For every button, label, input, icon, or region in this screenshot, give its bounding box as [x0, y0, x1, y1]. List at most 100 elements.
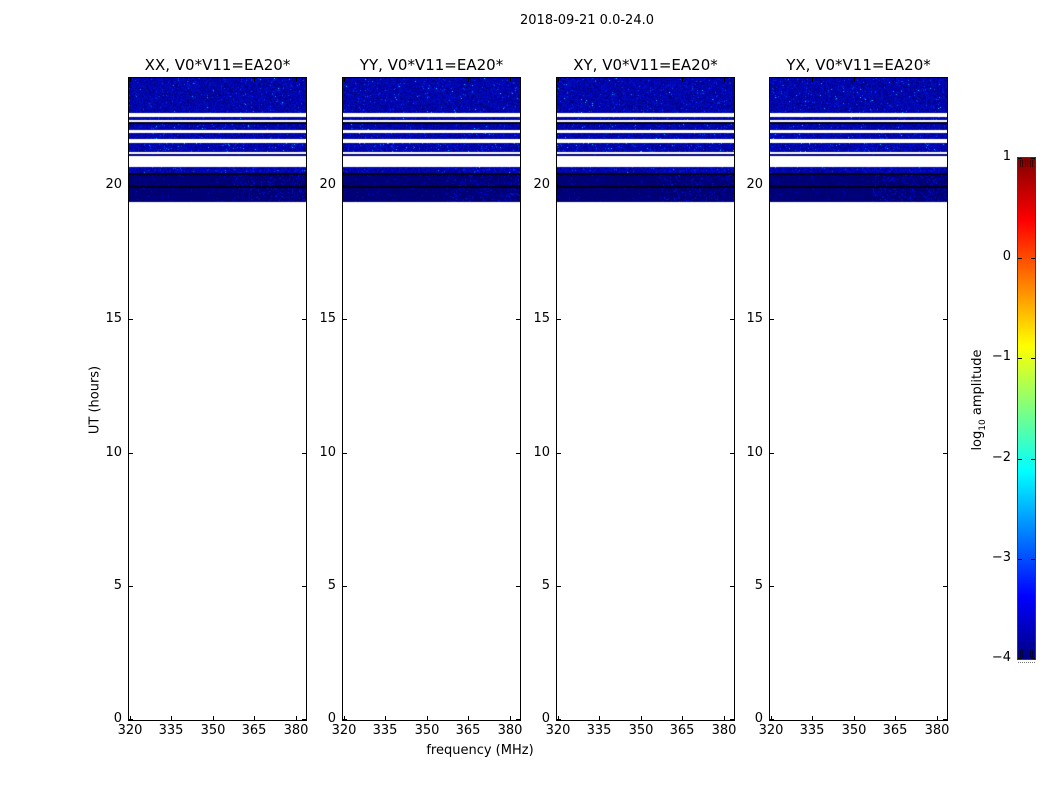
x-tick-mark: [599, 78, 600, 82]
y-tick-label: 15: [729, 311, 763, 327]
y-tick-mark: [943, 319, 947, 320]
colorbar-tick-mark: [1031, 559, 1035, 560]
y-tick-mark: [343, 185, 347, 186]
x-tick-mark: [724, 78, 725, 82]
y-tick-mark: [129, 719, 133, 720]
x-tick-label: 350: [629, 723, 654, 739]
colorbar-hatch-mark: [1030, 650, 1031, 657]
y-tick-label: 10: [302, 445, 336, 461]
colorbar-hatch-mark: [1032, 650, 1033, 657]
y-tick-label: 0: [516, 711, 550, 727]
colorbar-hatch-mark: [1025, 160, 1026, 167]
x-tick-mark: [510, 78, 511, 82]
x-tick-mark: [937, 716, 938, 720]
x-axis-label: frequency (MHz): [426, 743, 533, 758]
y-tick-mark: [557, 185, 561, 186]
colorbar-tick-label: 1: [981, 149, 1011, 165]
colorbar-tick-label: −4: [981, 650, 1011, 666]
spectrogram-canvas: [770, 78, 947, 720]
colorbar-hatch-mark: [1025, 650, 1026, 657]
x-tick-mark: [641, 716, 642, 720]
colorbar-tick-mark: [1031, 459, 1035, 460]
x-tick-mark: [682, 78, 683, 82]
figure-title: 2018-09-21 0.0-24.0: [520, 13, 654, 28]
x-tick-mark: [385, 716, 386, 720]
y-tick-mark: [557, 319, 561, 320]
y-tick-label: 10: [516, 445, 550, 461]
y-tick-label: 5: [729, 578, 763, 594]
x-tick-mark: [296, 78, 297, 82]
x-tick-label: 365: [456, 723, 481, 739]
y-tick-mark: [943, 185, 947, 186]
x-tick-label: 335: [159, 723, 184, 739]
x-tick-mark: [812, 716, 813, 720]
x-tick-label: 350: [842, 723, 867, 739]
y-tick-label: 5: [302, 578, 336, 594]
colorbar-hatch-mark: [1027, 160, 1028, 167]
y-tick-mark: [557, 453, 561, 454]
y-tick-mark: [770, 586, 774, 587]
y-tick-label: 10: [729, 445, 763, 461]
colorbar-tick-mark: [1018, 258, 1022, 259]
x-tick-label: 365: [242, 723, 267, 739]
colorbar-tick-mark: [1018, 358, 1022, 359]
colorbar-label-subscript: 10: [978, 419, 988, 430]
y-tick-mark: [343, 586, 347, 587]
colorbar-tick-mark: [1018, 459, 1022, 460]
y-tick-label: 15: [516, 311, 550, 327]
colorbar-tick-mark: [1018, 658, 1022, 659]
y-tick-mark: [343, 319, 347, 320]
x-tick-mark: [558, 78, 559, 82]
x-tick-label: 365: [670, 723, 695, 739]
colorbar-tick-mark: [1018, 559, 1022, 560]
y-tick-mark: [129, 586, 133, 587]
x-tick-mark: [682, 716, 683, 720]
y-tick-mark: [943, 586, 947, 587]
x-tick-mark: [296, 716, 297, 720]
x-tick-mark: [468, 78, 469, 82]
y-tick-mark: [557, 586, 561, 587]
x-tick-mark: [641, 78, 642, 82]
colorbar-hatch-mark: [1022, 160, 1023, 167]
y-tick-label: 20: [729, 177, 763, 193]
x-tick-mark: [344, 78, 345, 82]
y-tick-mark: [770, 319, 774, 320]
colorbar-tick-mark: [1031, 158, 1035, 159]
y-tick-label: 15: [302, 311, 336, 327]
colorbar-minor-dots: [1018, 662, 1035, 663]
panel-plot-area: [342, 77, 521, 721]
spectrogram-canvas: [557, 78, 734, 720]
colorbar-hatch-mark: [1032, 160, 1033, 167]
colorbar-hatch-mark: [1020, 650, 1021, 657]
colorbar: [1017, 157, 1036, 660]
panel-plot-area: [128, 77, 307, 721]
x-tick-label: 350: [201, 723, 226, 739]
x-tick-mark: [213, 716, 214, 720]
x-tick-label: 350: [415, 723, 440, 739]
figure: 2018-09-21 0.0-24.0 UT (hours) frequency…: [0, 0, 1050, 800]
x-tick-mark: [599, 716, 600, 720]
panel-title: YY, V0*V11=EA20*: [360, 56, 503, 74]
panel-plot-area: [556, 77, 735, 721]
y-tick-label: 0: [88, 711, 122, 727]
y-tick-mark: [770, 719, 774, 720]
y-tick-mark: [557, 719, 561, 720]
x-tick-mark: [937, 78, 938, 82]
x-tick-mark: [895, 78, 896, 82]
y-tick-mark: [343, 719, 347, 720]
x-tick-mark: [427, 716, 428, 720]
colorbar-tick-label: 0: [981, 249, 1011, 265]
colorbar-hatch-mark: [1027, 650, 1028, 657]
y-tick-mark: [770, 453, 774, 454]
colorbar-label-suffix: amplitude: [970, 349, 985, 419]
y-tick-label: 20: [302, 177, 336, 193]
colorbar-tick-mark: [1018, 158, 1022, 159]
x-tick-mark: [771, 78, 772, 82]
spectrogram-canvas: [343, 78, 520, 720]
y-tick-mark: [943, 453, 947, 454]
x-tick-mark: [895, 716, 896, 720]
y-tick-label: 0: [302, 711, 336, 727]
x-tick-mark: [171, 716, 172, 720]
y-tick-mark: [129, 453, 133, 454]
y-tick-mark: [129, 319, 133, 320]
